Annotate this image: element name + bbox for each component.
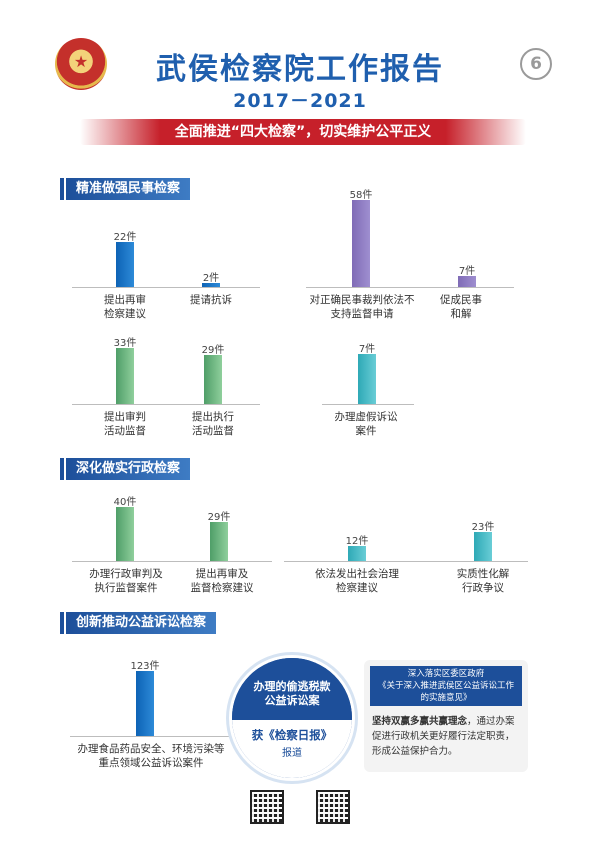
chart-3-label-0-line-0: 办理虚假诉讼 xyxy=(334,411,398,423)
section-public-interest: 创新推动公益诉讼检察 xyxy=(59,612,217,634)
section-admin: 深化做实行政检察 xyxy=(59,458,191,480)
chart-3-bar-0 xyxy=(358,354,376,404)
policy-note-head1: 深入落实区委区政府 xyxy=(407,669,485,679)
highlight-ring xyxy=(226,652,358,784)
chart-0-label-0: 提出再审 检察建议 xyxy=(92,293,158,321)
chart-2-label-1: 提出执行 活动监督 xyxy=(180,410,246,438)
highlight-line1: 办理的偷逃税款 xyxy=(253,680,331,693)
chart-4-label-1: 提出再审及监督检察建议 xyxy=(182,567,262,595)
chart-0-label-1: 提请抗诉 xyxy=(178,293,244,307)
chart-2-bar-1 xyxy=(204,355,222,404)
chart-4-label-0-line-1: 执行监督案件 xyxy=(94,582,158,594)
chart-4-label-1-line-0: 提出再审及 xyxy=(195,568,249,580)
chart-5-label-1-line-1: 行政争议 xyxy=(462,582,504,594)
page-number: 6 xyxy=(520,48,552,80)
chart-0-label-0-line-1: 检察建议 xyxy=(104,308,146,320)
highlight-circle-top xyxy=(232,658,352,720)
highlight-line2: 公益诉讼案 xyxy=(264,694,320,707)
chart-6-value-0: 123件 xyxy=(130,661,160,672)
chart-2-value-1: 29件 xyxy=(201,345,225,356)
chart-2-label-0-line-1: 活动监督 xyxy=(104,425,146,437)
qr-pattern xyxy=(318,792,348,822)
chart-1-label-0-line-0: 对正确民事裁判依法不 xyxy=(309,294,415,306)
chart-2-baseline xyxy=(72,404,260,405)
chart-4-value-1: 29件 xyxy=(207,512,231,523)
chart-0-label-1-line-0: 提请抗诉 xyxy=(190,294,232,306)
chart-3-label-0-line-1: 案件 xyxy=(355,425,377,437)
chart-0-bar-1 xyxy=(202,283,220,287)
policy-note-head3: 的实施意见》 xyxy=(420,693,472,703)
highlight-circle-bottom xyxy=(232,720,352,778)
chart-4-label-1-line-1: 监督检察建议 xyxy=(190,582,254,594)
chart-2-label-0-line-0: 提出审判 xyxy=(104,411,146,423)
chart-5-label-0: 依法发出社会治理 检察建议 xyxy=(302,567,412,595)
chart-4-bar-1 xyxy=(210,522,228,561)
chart-6-bar-0 xyxy=(136,671,154,736)
chart-6-label-0-line-1: 重点领域公益诉讼案件 xyxy=(98,757,204,769)
chart-2-label-1-line-0: 提出执行 xyxy=(192,411,234,423)
chart-5-value-1: 23件 xyxy=(471,522,495,533)
policy-note-head2: 《关于深入推进武侯区公益诉讼工作 xyxy=(377,681,514,691)
chart-1-value-1: 7件 xyxy=(458,266,476,277)
chart-1-label-0-line-1: 支持监督申请 xyxy=(330,308,394,320)
chart-3-value-0: 7件 xyxy=(358,344,376,355)
chart-2-label-0: 提出审判 活动监督 xyxy=(92,410,158,438)
chart-6-baseline xyxy=(70,736,230,737)
page-title: 武侯检察院工作报告 xyxy=(156,52,444,87)
policy-note-bold: 坚持双赢多赢共赢理念 xyxy=(372,716,468,727)
qr-code-right[interactable] xyxy=(316,790,350,824)
chart-2-bar-0 xyxy=(116,348,134,404)
chart-1-bar-1 xyxy=(458,276,476,287)
chart-5-label-0-line-0: 依法发出社会治理 xyxy=(315,568,399,580)
qr-code-left[interactable] xyxy=(250,790,284,824)
chart-0-value-1: 2件 xyxy=(202,273,220,284)
highlight-line3: 获《检察日报》 xyxy=(251,728,333,742)
chart-0-baseline xyxy=(72,287,260,288)
policy-note-header: 深入落实区委区政府 《关于深入推进武侯区公益诉讼工作 的实施意见》 xyxy=(370,666,522,706)
section-civil: 精准做强民事检察 xyxy=(59,178,191,200)
chart-5-baseline xyxy=(284,561,528,562)
chart-4-bar-0 xyxy=(116,507,134,561)
chart-1-label-1: 促成民事 和解 xyxy=(428,293,494,321)
chart-6-label-0: 办理食品药品安全、环境污染等 重点领域公益诉讼案件 xyxy=(66,742,236,770)
chart-1-bar-0 xyxy=(352,200,370,287)
chart-1-label-1-line-1: 和解 xyxy=(450,308,472,320)
highlight-circle: 办理的偷逃税款 公益诉讼案 获《检察日报》 报道 xyxy=(232,658,352,778)
chart-5-bar-0 xyxy=(348,546,366,561)
chart-3-baseline xyxy=(322,404,414,405)
chart-5-bar-1 xyxy=(474,532,492,561)
procuratorate-emblem-icon xyxy=(55,38,107,90)
chart-1-value-0: 58件 xyxy=(349,190,373,201)
qr-pattern xyxy=(252,792,282,822)
headline-banner: 全面推进“四大检察”，切实维护公平正义 xyxy=(80,119,526,145)
chart-3-label-0: 办理虚假诉讼 案件 xyxy=(316,410,416,438)
chart-1-baseline xyxy=(306,287,514,288)
chart-5-label-1: 实质性化解 行政争议 xyxy=(440,567,526,595)
policy-note: 深入落实区委区政府 《关于深入推进武侯区公益诉讼工作 的实施意见》 坚持双赢多赢… xyxy=(364,660,528,772)
chart-5-label-1-line-0: 实质性化解 xyxy=(456,568,510,580)
policy-note-body: 坚持双赢多赢共赢理念，通过办案促进行政机关更好履行法定职责，形成公益保护合力。 xyxy=(372,714,522,759)
chart-1-label-0: 对正确民事裁判依法不 支持监督申请 xyxy=(300,293,424,321)
chart-4-value-0: 40件 xyxy=(113,497,137,508)
year-range: 2017－2021 xyxy=(233,90,367,112)
highlight-line4: 报道 xyxy=(282,748,302,759)
chart-2-value-0: 33件 xyxy=(113,338,137,349)
chart-5-label-0-line-1: 检察建议 xyxy=(336,582,378,594)
chart-0-label-0-line-0: 提出再审 xyxy=(104,294,146,306)
policy-note-text: ，通过办案促进行政机关更好履行法定职责，形成公益保护合力。 xyxy=(372,716,515,757)
chart-6-label-0-line-0: 办理食品药品安全、环境污染等 xyxy=(77,743,225,755)
chart-4-label-0-line-0: 办理行政审判及 xyxy=(89,568,163,580)
chart-4-label-0: 办理行政审判及 执行监督案件 xyxy=(76,567,176,595)
chart-0-value-0: 22件 xyxy=(113,232,137,243)
chart-2-label-1-line-1: 活动监督 xyxy=(192,425,234,437)
chart-0-bar-0 xyxy=(116,242,134,287)
chart-4-baseline xyxy=(72,561,272,562)
chart-5-value-0: 12件 xyxy=(345,536,369,547)
highlight-text-top: 办理的偷逃税款 公益诉讼案 xyxy=(232,680,352,708)
chart-1-label-1-line-0: 促成民事 xyxy=(440,294,482,306)
